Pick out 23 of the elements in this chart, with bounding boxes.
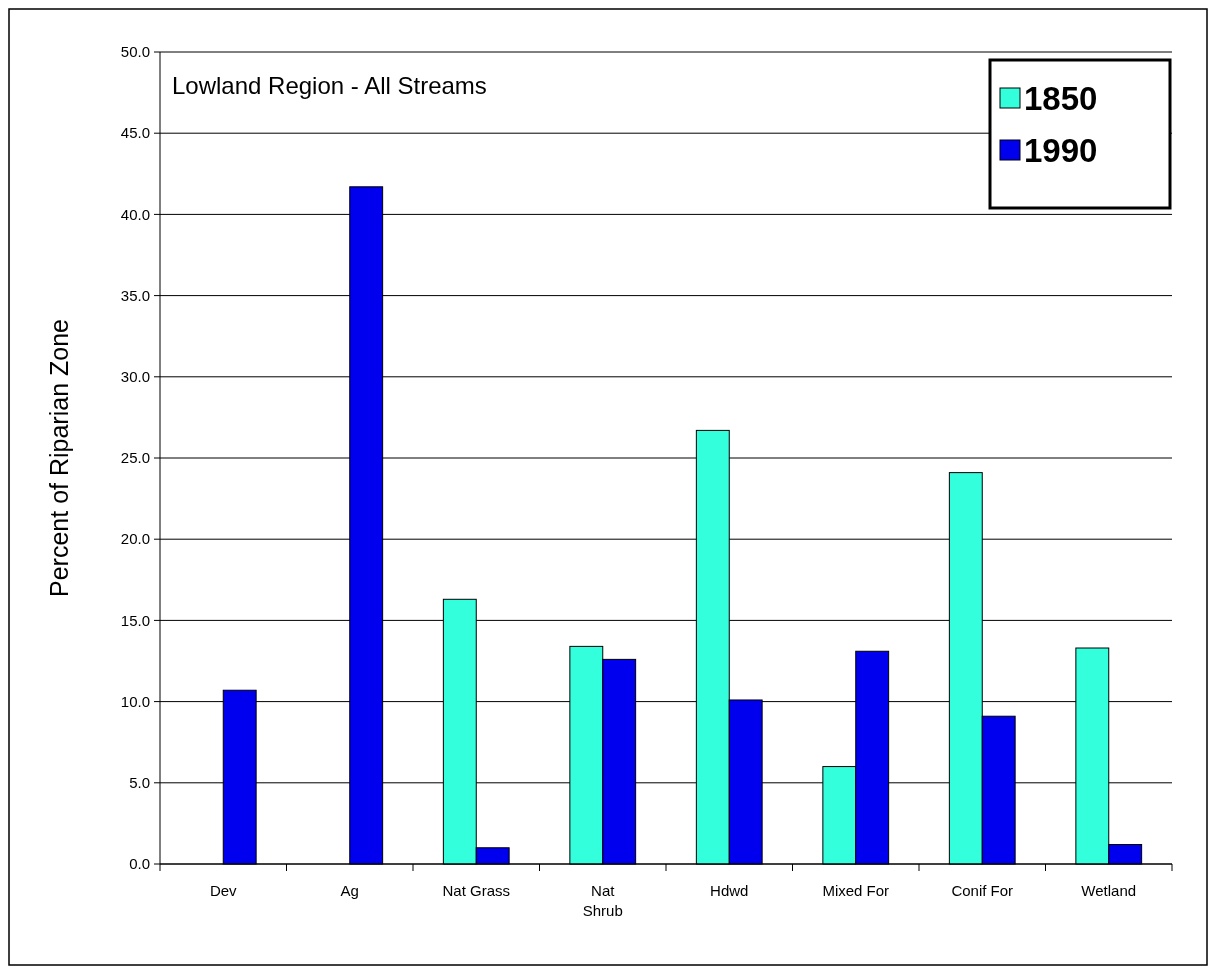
y-tick-label: 15.0 bbox=[120, 611, 150, 629]
legend-label: 1850 bbox=[1024, 79, 1098, 117]
x-tick-label: Dev bbox=[209, 882, 238, 899]
y-tick-label: 10.0 bbox=[120, 692, 150, 710]
y-tick-label: 0.0 bbox=[129, 855, 150, 873]
y-tick-label: 20.0 bbox=[120, 530, 150, 548]
legend-label: 1990 bbox=[1024, 131, 1098, 169]
y-axis-title: Percent of Riparian Zone bbox=[45, 319, 73, 597]
y-tick-label: 5.0 bbox=[129, 774, 150, 792]
x-tick-label: Wetland bbox=[1081, 882, 1137, 899]
y-tick-label: 45.0 bbox=[120, 124, 150, 142]
y-tick-label: 40.0 bbox=[120, 205, 150, 223]
y-tick-label: 30.0 bbox=[120, 368, 150, 386]
y-tick-label: 50.0 bbox=[120, 43, 150, 61]
x-tick-label: Ag bbox=[340, 882, 359, 899]
y-tick-label: 35.0 bbox=[120, 286, 150, 304]
y-tick-label: 25.0 bbox=[120, 449, 150, 467]
x-tick-label: Hdwd bbox=[710, 882, 749, 899]
x-tick-label: Nat Shrub bbox=[582, 882, 623, 919]
x-tick-label: Conif For bbox=[951, 882, 1014, 899]
x-tick-label: Mixed For bbox=[822, 882, 890, 899]
x-tick-label: Nat Grass bbox=[442, 882, 511, 899]
text: Lowland Region - All Streams bbox=[172, 72, 487, 99]
